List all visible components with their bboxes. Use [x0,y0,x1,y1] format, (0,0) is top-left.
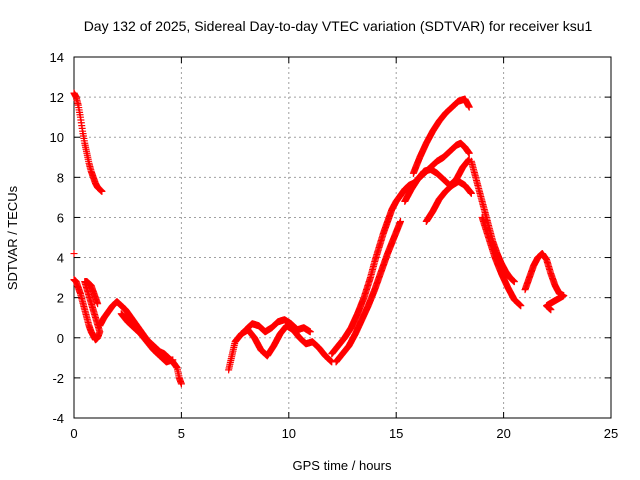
x-tick-label: 25 [604,426,618,441]
y-axis-label: SDTVAR / TECUs [5,185,20,290]
plot-frame [73,56,612,419]
x-axis-label: GPS time / hours [293,458,392,473]
data-point [467,189,475,197]
series-early-high-decay [70,89,106,195]
series-rise-main [328,139,473,358]
grid-layer [74,57,611,418]
series-morning-lower [117,310,177,366]
data-point [547,306,555,314]
y-tick-label: 8 [57,170,64,185]
y-tick-label: 4 [57,251,64,266]
chart-title: Day 132 of 2025, Sidereal Day-to-day VTE… [84,18,593,34]
series-evening-upper [409,95,473,177]
data-point [510,278,518,286]
data-point [98,187,106,195]
data-point [169,356,177,364]
x-tick-label: 0 [70,426,77,441]
y-tick-label: 2 [57,291,64,306]
x-tick-label: 20 [496,426,510,441]
data-point [517,302,525,310]
series-midday-band [225,322,336,374]
series-early-cluster [70,276,104,344]
data-point [465,103,473,111]
data-points [70,89,568,388]
data-point [396,217,404,225]
tick-layer: 0 5 10 15 20 25 -4 -2 0 2 4 6 8 10 12 14 [50,50,619,441]
y-tick-label: 14 [50,50,64,65]
y-tick-label: -2 [52,371,64,386]
x-tick-label: 10 [282,426,296,441]
y-tick-label: 6 [57,210,64,225]
series-rise-lower [332,217,404,366]
series-isolated [70,250,78,258]
series-decline-lower [478,213,525,310]
data-point [70,250,78,258]
series-morning-drop [96,298,185,388]
y-tick-label: -4 [52,411,64,426]
series-evening-mid [401,155,473,205]
data-point [465,149,473,157]
series-evening-low [422,177,475,225]
series-midday-upper [242,316,314,336]
data-point [94,300,102,308]
series-late-cluster [521,250,568,314]
x-tick-label: 5 [178,426,185,441]
data-point [177,380,185,388]
y-tick-label: 12 [50,90,64,105]
x-tick-label: 15 [389,426,403,441]
data-point [306,328,314,336]
y-tick-label: 0 [57,331,64,346]
y-tick-label: 10 [50,130,64,145]
